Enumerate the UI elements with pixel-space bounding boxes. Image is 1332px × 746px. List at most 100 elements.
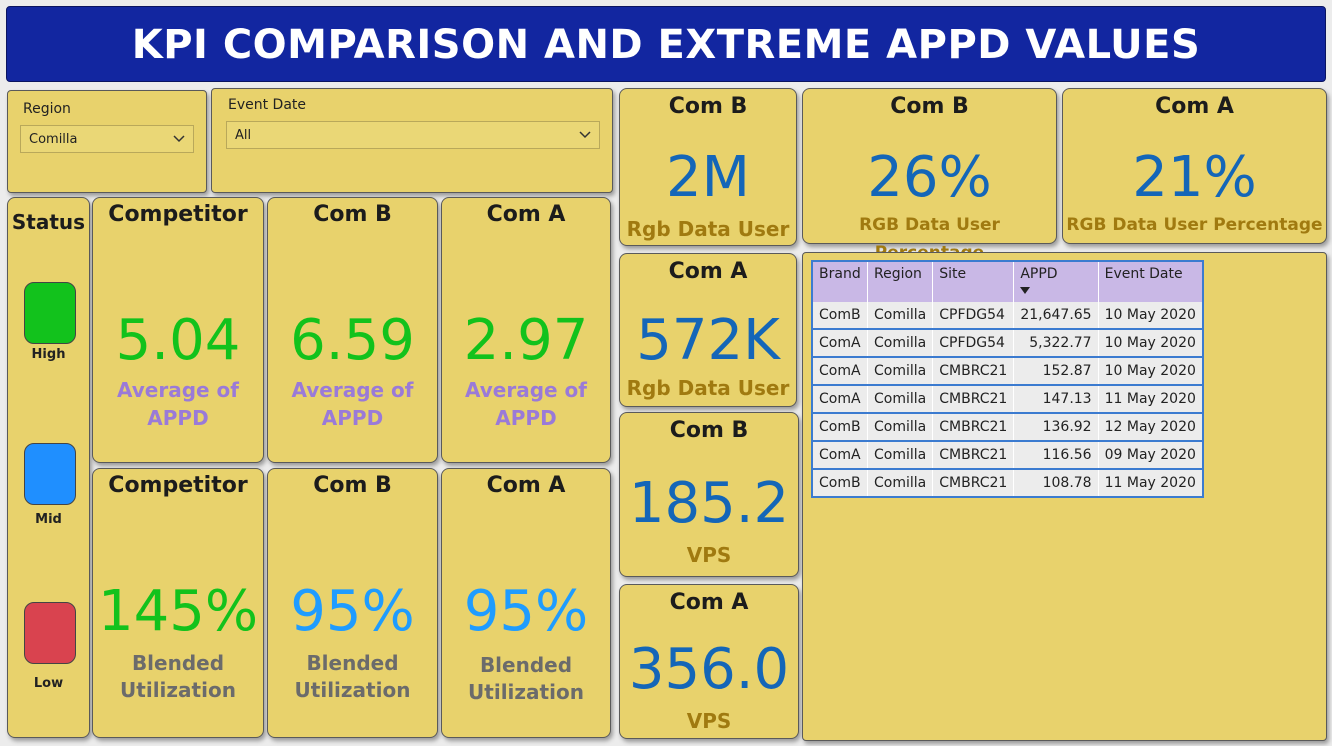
status-legend: Status High Mid Low [7,197,90,738]
kpi-value: 26% [867,145,992,210]
card-heading: Com B [668,94,748,119]
table-row[interactable]: ComA Comilla CMBRC21 147.13 11 May 2020 [812,385,1204,414]
event-date-label: Event Date [228,97,307,113]
page-title: KPI COMPARISON AND EXTREME APPD VALUES [6,6,1326,82]
kpi-label: VPS [686,709,732,733]
card-heading: Com B [669,418,749,443]
kpi-label: Rgb Data User [626,217,790,241]
column-header-appd[interactable]: APPD [1013,261,1099,302]
table-row[interactable]: ComA Comilla CPFDG54 5,322.77 10 May 2020 [812,329,1204,358]
card-heading: Com A [668,259,748,284]
status-low-swatch [24,602,76,664]
region-dropdown[interactable]: Comilla [20,125,194,153]
extreme-appd-table: Brand Region Site APPD Event Date ComB Co… [811,260,1204,498]
event-date-value: All [235,127,252,143]
table-header-row: Brand Region Site APPD Event Date [812,261,1204,302]
region-value: Comilla [29,131,78,147]
table-cell: ComB [812,413,868,442]
extreme-appd-table-panel: Brand Region Site APPD Event Date ComB Co… [802,252,1327,741]
sort-descending-icon [1020,287,1031,294]
kpi-label: Blended [306,651,399,675]
comb-utilization-card: Com B 95% Blended Utilization [267,468,438,738]
table-cell: ComA [812,357,868,386]
competitor-utilization-card: Competitor 145% Blended Utilization [92,468,264,738]
kpi-value: 356.0 [628,637,790,702]
comb-vps-card: Com B 185.2 VPS [619,412,799,577]
card-heading: Com A [486,202,566,227]
status-high-swatch [24,282,76,344]
table-cell: 152.87 [1013,357,1099,386]
card-heading: Competitor [108,202,248,227]
table-cell: Comilla [867,441,934,470]
kpi-label: Rgb Data User [626,376,790,400]
table-cell: ComA [812,441,868,470]
kpi-value: 5.04 [115,308,241,373]
coma-vps-card: Com A 356.0 VPS [619,584,799,739]
table-cell: CPFDG54 [932,302,1015,330]
kpi-value: 6.59 [290,308,415,373]
kpi-value: 185.2 [628,471,790,536]
kpi-label: Average of [291,378,414,402]
kpi-value: 2M [666,145,750,210]
kpi-label: Average of [116,378,239,402]
coma-rgb-user-card: Com A 572K Rgb Data User [619,253,797,407]
status-high-label: High [31,347,66,362]
region-label: Region [23,101,71,117]
chevron-down-icon [173,135,185,143]
kpi-value: 95% [290,579,415,644]
event-date-dropdown[interactable]: All [226,121,600,149]
chevron-down-icon [579,131,591,139]
table-cell: 12 May 2020 [1098,413,1204,442]
kpi-label: Utilization [468,680,584,704]
status-mid-swatch [24,443,76,505]
table-cell: 136.92 [1013,413,1099,442]
column-header-site-label: Site [939,266,967,282]
comb-appd-card: Com B 6.59 Average of APPD [267,197,438,463]
table-row[interactable]: ComA Comilla CMBRC21 116.56 09 May 2020 [812,441,1204,470]
kpi-label: Blended [131,651,225,675]
column-header-region[interactable]: Region [867,261,934,302]
table-cell: 11 May 2020 [1098,469,1204,498]
column-header-site[interactable]: Site [932,261,1015,302]
table-cell: CMBRC21 [932,357,1015,386]
kpi-value: 572K [636,308,780,373]
table-cell: CPFDG54 [932,329,1015,358]
card-heading: Com A [486,473,566,498]
table-cell: 108.78 [1013,469,1099,498]
coma-appd-card: Com A 2.97 Average of APPD [441,197,611,463]
table-cell: Comilla [867,413,934,442]
table-cell: ComA [812,385,868,414]
table-cell: Comilla [867,329,934,358]
region-slicer: Region Comilla [7,90,207,193]
kpi-label: Average of [464,378,587,402]
table-cell: ComB [812,469,868,498]
column-header-event-date[interactable]: Event Date [1098,261,1204,302]
kpi-label: APPD [147,406,209,430]
table-cell: Comilla [867,385,934,414]
card-heading: Competitor [108,473,248,498]
table-row[interactable]: ComA Comilla CMBRC21 152.87 10 May 2020 [812,357,1204,386]
table-cell: 10 May 2020 [1098,329,1204,358]
coma-utilization-card: Com A 95% Blended Utilization [441,468,611,738]
kpi-value: 145% [97,579,259,644]
table-cell: ComB [812,302,868,330]
column-header-brand[interactable]: Brand [812,261,868,302]
table-cell: 5,322.77 [1013,329,1099,358]
kpi-label: RGB Data User Percentage [1066,215,1323,235]
card-heading: Com A [1155,94,1234,119]
table-cell: 147.13 [1013,385,1099,414]
table-cell: Comilla [867,357,934,386]
kpi-label: APPD [321,406,384,430]
comb-rgb-user-card: Com B 2M Rgb Data User [619,88,797,246]
table-cell: Comilla [867,302,934,330]
table-cell: 21,647.65 [1013,302,1099,330]
table-cell: 10 May 2020 [1098,302,1204,330]
card-heading: Com B [890,94,969,119]
table-row[interactable]: ComB Comilla CMBRC21 136.92 12 May 2020 [812,413,1204,442]
table-row[interactable]: ComB Comilla CPFDG54 21,647.65 10 May 2020 [812,302,1204,330]
kpi-value: 21% [1132,145,1257,210]
column-header-appd-label: APPD [1020,266,1058,282]
table-cell: CMBRC21 [932,413,1015,442]
table-row[interactable]: ComB Comilla CMBRC21 108.78 11 May 2020 [812,469,1204,498]
kpi-label: VPS [686,543,732,567]
